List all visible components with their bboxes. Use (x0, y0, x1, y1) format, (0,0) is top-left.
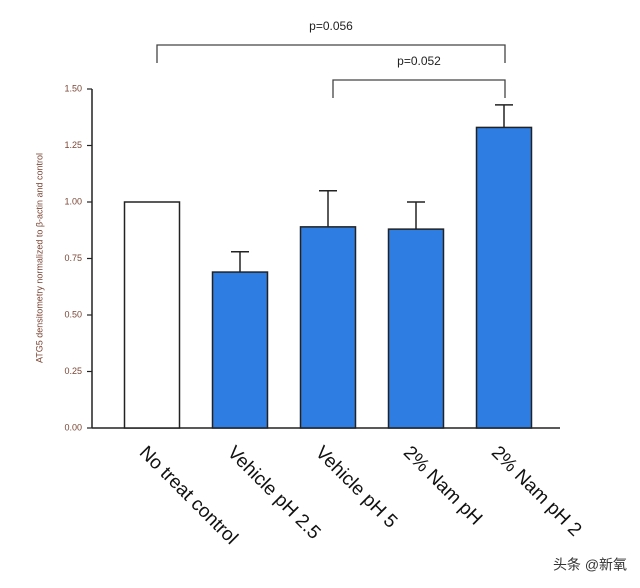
significance-label: p=0.052 (397, 54, 441, 68)
watermark: 头条 @新氧 (553, 557, 627, 573)
bar (211, 271, 269, 429)
y-tick-label: 1.00 (64, 196, 82, 206)
y-tick-label: 0.25 (64, 366, 82, 376)
y-tick-label: 1.25 (64, 140, 82, 150)
y-axis-label: ATG5 densitometry normalized to β-actin … (34, 153, 44, 363)
significance-bracket (156, 44, 506, 63)
bar (299, 226, 357, 429)
significance-label: p=0.056 (309, 19, 353, 33)
y-tick-label: 0.75 (64, 253, 82, 263)
y-tick-label: 0.00 (64, 422, 82, 432)
significance-bracket (332, 79, 506, 98)
y-tick-label: 1.50 (64, 83, 82, 93)
bar (475, 126, 533, 429)
y-tick-label: 0.50 (64, 309, 82, 319)
bar (387, 228, 445, 429)
bar (123, 201, 181, 429)
